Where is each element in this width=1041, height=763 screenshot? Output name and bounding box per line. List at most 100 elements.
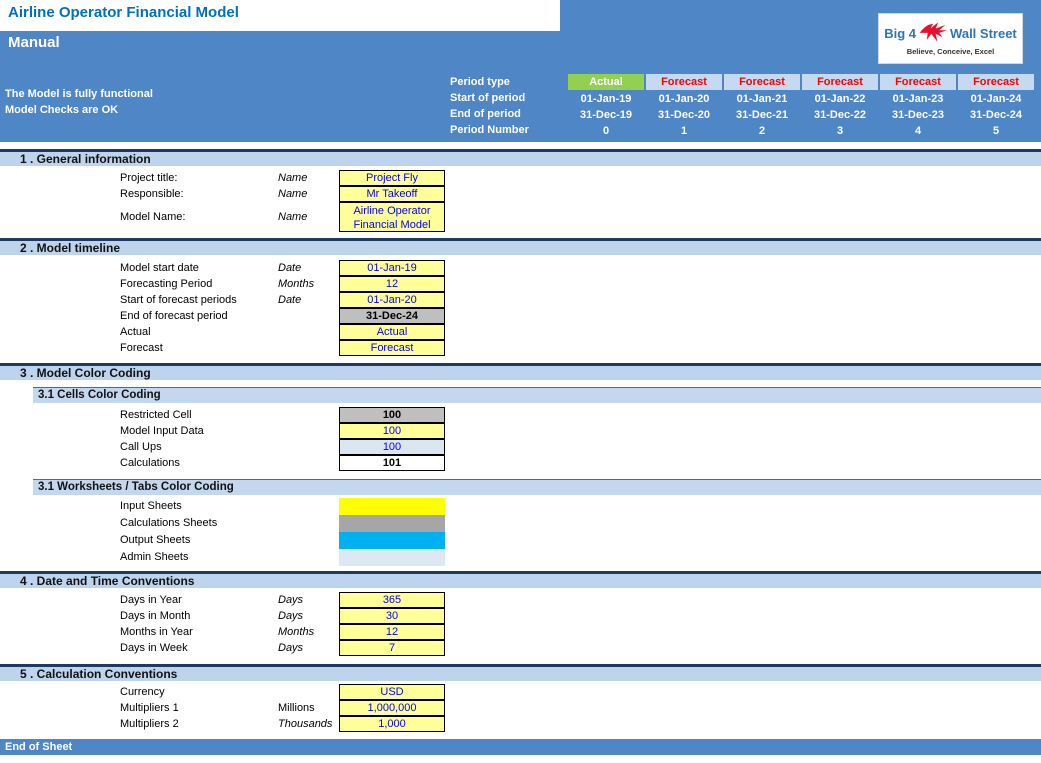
- period-number-cell: 2: [758, 125, 766, 137]
- input-cell-multiplier-2[interactable]: 1,000: [339, 716, 445, 732]
- row-label: Days in Month: [120, 610, 191, 622]
- input-cell-days-in-year[interactable]: 365: [339, 592, 445, 608]
- period-end-cell: 31-Dec-21: [736, 109, 788, 121]
- period-start-cell: 01-Jan-23: [892, 93, 944, 105]
- section-header-general: 1 . General information: [0, 149, 1041, 166]
- row-label: Admin Sheets: [120, 551, 189, 563]
- period-type-cell-actual: Actual: [568, 74, 644, 90]
- input-cell-months-in-year[interactable]: 12: [339, 624, 445, 640]
- row-label: Multipliers 2: [120, 718, 179, 730]
- section-title: 4 . Date and Time Conventions: [20, 574, 195, 588]
- input-cell-project-title[interactable]: Project Fly: [339, 170, 445, 186]
- period-start-cell: 01-Jan-19: [580, 93, 632, 105]
- calculation-cell-sample: 101: [339, 455, 445, 471]
- row-days-in-week: Days in Week Days 7: [0, 640, 1041, 656]
- period-number-row: 0 1 2 3 4 5: [568, 123, 1038, 139]
- period-end-cell: 31-Dec-19: [580, 109, 632, 121]
- row-label: Days in Week: [120, 642, 188, 654]
- row-label: Model Name:: [120, 211, 186, 223]
- row-label: Multipliers 1: [120, 702, 179, 714]
- row-label: Calculations: [120, 457, 180, 469]
- row-label: Project title:: [120, 172, 178, 184]
- row-calculations-sheets: Calculations Sheets: [0, 515, 1041, 532]
- row-months-in-year: Months in Year Months 12: [0, 624, 1041, 640]
- row-unit: Days: [278, 610, 304, 622]
- row-end-forecast-period: End of forecast period 31-Dec-24: [0, 308, 1041, 324]
- period-number-cell: 3: [836, 125, 844, 137]
- logo-tagline: Believe, Conceive, Excel: [906, 47, 995, 56]
- period-number-label: Period Number: [450, 124, 529, 136]
- subsection-title: 3.1 Cells Color Coding: [38, 389, 161, 401]
- row-model-name: Model Name: Name Airline Operator Financ…: [0, 202, 1041, 232]
- period-start-cell: 01-Jan-22: [814, 93, 866, 105]
- output-sheets-color-swatch: [339, 532, 445, 549]
- section-title: 2 . Model timeline: [20, 241, 121, 255]
- period-number-cell: 1: [680, 125, 688, 137]
- row-model-start-date: Model start date Date 01-Jan-19: [0, 260, 1041, 276]
- period-start-label: Start of period: [450, 92, 526, 104]
- input-cell-currency[interactable]: USD: [339, 684, 445, 700]
- subsection-header-cells-color: 3.1 Cells Color Coding: [33, 387, 1041, 403]
- row-label: Calculations Sheets: [120, 517, 218, 529]
- period-type-cell-forecast: Forecast: [958, 74, 1034, 90]
- input-cell-actual-flag[interactable]: Actual: [339, 324, 445, 340]
- row-admin-sheets: Admin Sheets: [0, 549, 1041, 566]
- row-label: Input Sheets: [120, 500, 182, 512]
- input-cell-model-name[interactable]: Airline Operator Financial Model: [339, 202, 445, 232]
- row-label: Forecast: [120, 342, 163, 354]
- row-unit: Days: [278, 594, 304, 606]
- end-of-sheet-band: End of Sheet: [0, 739, 1041, 755]
- row-unit: Date: [278, 294, 302, 306]
- row-responsible: Responsible: Name Mr Takeoff: [0, 186, 1041, 202]
- row-label: Model start date: [120, 262, 199, 274]
- row-label: Call Ups: [120, 441, 162, 453]
- period-type-label: Period type: [450, 76, 510, 88]
- row-label: Responsible:: [120, 188, 184, 200]
- row-start-forecast-periods: Start of forecast periods Date 01-Jan-20: [0, 292, 1041, 308]
- restricted-cell-end-forecast: 31-Dec-24: [339, 308, 445, 324]
- section-header-datetime: 4 . Date and Time Conventions: [0, 571, 1041, 588]
- input-cell-responsible[interactable]: Mr Takeoff: [339, 186, 445, 202]
- row-unit: Millions: [278, 702, 315, 714]
- input-cell-forecast-flag[interactable]: Forecast: [339, 340, 445, 356]
- input-cell-multiplier-1[interactable]: 1,000,000: [339, 700, 445, 716]
- row-days-in-year: Days in Year Days 365: [0, 592, 1041, 608]
- period-type-row: Actual Forecast Forecast Forecast Foreca…: [568, 74, 1038, 90]
- page-title: Airline Operator Financial Model: [8, 4, 239, 21]
- row-unit: Months: [278, 626, 315, 638]
- period-number-cell: 4: [914, 125, 922, 137]
- input-cell-days-in-week[interactable]: 7: [339, 640, 445, 656]
- period-end-cell: 31-Dec-20: [658, 109, 710, 121]
- section-header-calc-conventions: 5 . Calculation Conventions: [0, 664, 1041, 681]
- input-cell-sample[interactable]: 100: [339, 423, 445, 439]
- input-sheets-color-swatch: [339, 498, 445, 515]
- row-label: End of forecast period: [120, 310, 228, 322]
- callup-cell-sample: 100: [339, 439, 445, 455]
- input-cell-forecasting-period[interactable]: 12: [339, 276, 445, 292]
- row-label: Output Sheets: [120, 534, 191, 546]
- subsection-title: 3.1 Worksheets / Tabs Color Coding: [38, 481, 234, 493]
- input-cell-model-start-date[interactable]: 01-Jan-19: [339, 260, 445, 276]
- admin-sheets-color-swatch: [339, 549, 445, 566]
- row-label: Restricted Cell: [120, 409, 192, 421]
- period-type-cell-forecast: Forecast: [880, 74, 956, 90]
- input-cell-days-in-month[interactable]: 30: [339, 608, 445, 624]
- sheet-name: Manual: [8, 34, 60, 51]
- row-multipliers-1: Multipliers 1 Millions 1,000,000: [0, 700, 1041, 716]
- subsection-header-tabs-color: 3.1 Worksheets / Tabs Color Coding: [33, 479, 1041, 495]
- row-unit: Months: [278, 278, 315, 290]
- model-checks-line: Model Checks are OK: [5, 104, 119, 116]
- row-label: Start of forecast periods: [120, 294, 237, 306]
- row-forecasting-period: Forecasting Period Months 12: [0, 276, 1041, 292]
- row-model-input-data: Model Input Data 100: [0, 423, 1041, 439]
- row-label: Months in Year: [120, 626, 193, 638]
- row-currency: Currency USD: [0, 684, 1041, 700]
- period-start-row: 01-Jan-19 01-Jan-20 01-Jan-21 01-Jan-22 …: [568, 91, 1038, 107]
- input-cell-start-forecast[interactable]: 01-Jan-20: [339, 292, 445, 308]
- period-end-label: End of period: [450, 108, 521, 120]
- period-type-cell-forecast: Forecast: [802, 74, 878, 90]
- period-start-cell: 01-Jan-24: [970, 93, 1022, 105]
- section-header-timeline: 2 . Model timeline: [0, 238, 1041, 255]
- section-header-color-coding: 3 . Model Color Coding: [0, 363, 1041, 380]
